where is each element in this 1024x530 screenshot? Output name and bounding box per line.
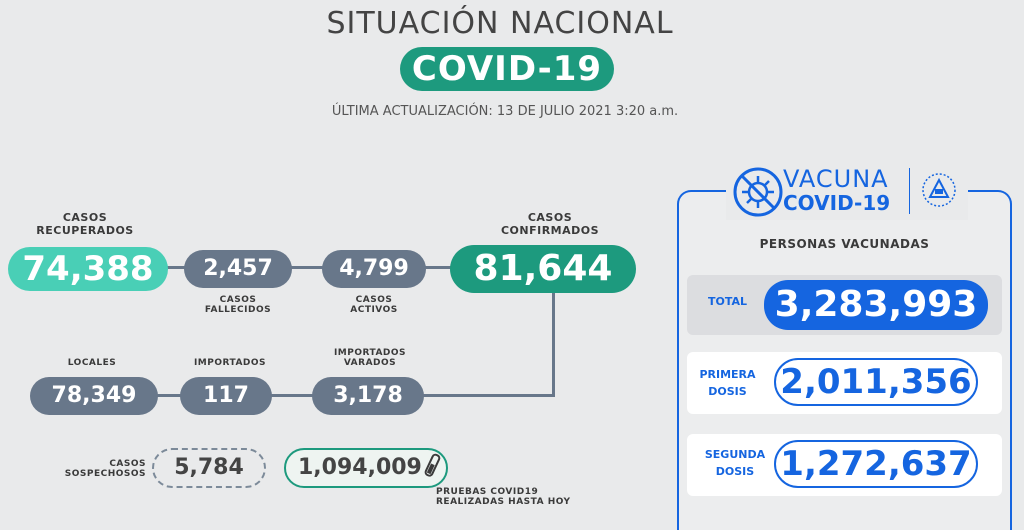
test-tube-icon: [422, 452, 442, 486]
suspected-label: CASOS SOSPECHOSOS: [64, 459, 146, 479]
confirmed-label: CASOS CONFIRMADOS: [500, 211, 600, 237]
page-title: SITUACIÓN NACIONAL: [326, 6, 674, 41]
vaccine-title: VACUNA: [783, 165, 889, 193]
imported-value: 117: [180, 377, 272, 415]
connector-top: [130, 266, 510, 269]
deaths-value: 2,457: [184, 250, 292, 288]
stranded-label: IMPORTADOS VARADOS: [333, 348, 407, 368]
recovered-value: 74,388: [8, 247, 168, 291]
header-divider: [909, 168, 910, 214]
last-update: ÚLTIMA ACTUALIZACIÓN: 13 DE JULIO 2021 3…: [331, 104, 679, 119]
active-label: CASOS ACTIVOS: [350, 295, 398, 315]
vaccine-subtitle: COVID-19: [783, 191, 891, 215]
total-value: 3,283,993: [764, 280, 988, 330]
confirmed-value: 81,644: [450, 245, 636, 293]
recovered-label: CASOS RECUPERADOS: [36, 211, 134, 237]
imported-label: IMPORTADOS: [193, 358, 267, 368]
second-dose-value: 1,272,637: [774, 440, 978, 488]
local-label: LOCALES: [67, 358, 117, 368]
active-value: 4,799: [322, 250, 426, 288]
stranded-value: 3,178: [312, 377, 424, 415]
first-dose-value: 2,011,356: [774, 358, 978, 406]
local-value: 78,349: [30, 377, 158, 415]
connector-vertical: [552, 290, 555, 396]
covid-badge: COVID-19: [400, 47, 614, 91]
tests-label: PRUEBAS COVID19 REALIZADAS HASTA HOY: [436, 487, 571, 507]
tests-value: 1,094,009: [284, 448, 448, 488]
virus-crossed-icon: [732, 166, 784, 222]
suspected-value: 5,784: [152, 448, 266, 488]
second-dose-label: SEGUNDA DOSIS: [704, 448, 766, 478]
coat-of-arms-icon: [921, 172, 957, 212]
total-label: TOTAL: [707, 295, 748, 308]
deaths-label: CASOS FALLECIDOS: [204, 295, 272, 315]
first-dose-label: PRIMERA DOSIS: [699, 368, 756, 398]
vaccinated-heading: PERSONAS VACUNADAS: [759, 237, 930, 251]
